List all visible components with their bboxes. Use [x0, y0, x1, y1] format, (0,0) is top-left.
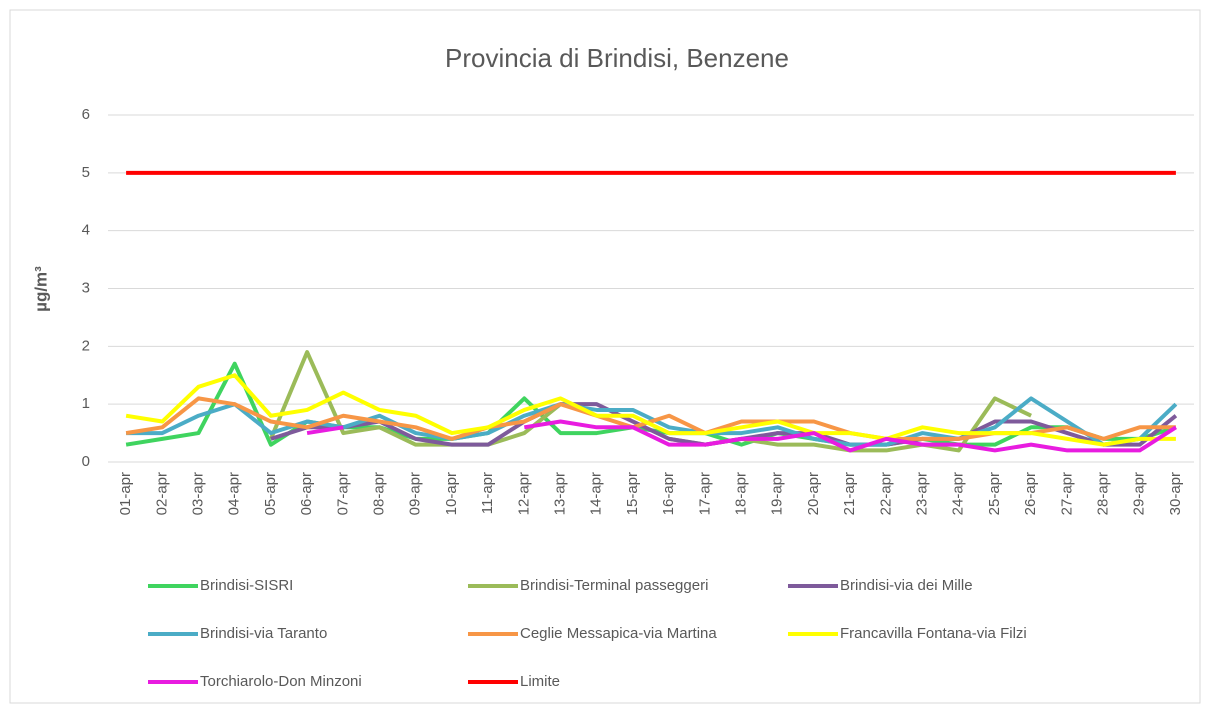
x-tick-label: 07-apr	[334, 472, 351, 515]
legend-label: Francavilla Fontana-via Filzi	[840, 625, 1027, 642]
y-tick-label: 4	[82, 222, 90, 239]
x-tick-label: 28-apr	[1094, 472, 1111, 515]
legend-label: Brindisi-via dei Mille	[840, 577, 973, 594]
x-tick-label: 16-apr	[660, 472, 677, 515]
x-tick-label: 13-apr	[551, 472, 568, 515]
x-tick-label: 06-apr	[298, 472, 315, 515]
x-tick-label: 17-apr	[696, 472, 713, 515]
series-line	[269, 350, 562, 447]
y-tick-label: 0	[82, 453, 90, 470]
y-tick-label: 6	[82, 106, 90, 123]
legend-label: Brindisi-Terminal passeggeri	[520, 577, 708, 594]
x-tick-label: 20-apr	[805, 472, 822, 515]
x-tick-label: 03-apr	[189, 472, 206, 515]
x-tick-label: 27-apr	[1058, 472, 1075, 515]
y-tick-label: 5	[82, 164, 90, 181]
x-tick-label: 19-apr	[769, 472, 786, 515]
x-tick-label: 21-apr	[841, 472, 858, 515]
legend-label: Brindisi-via Taranto	[200, 625, 327, 642]
x-tick-label: 10-apr	[443, 472, 460, 515]
x-tick-label: 30-apr	[1167, 472, 1184, 515]
series-line	[306, 425, 344, 436]
chart-title: Provincia di Brindisi, Benzene	[445, 43, 789, 73]
x-tick-label: 14-apr	[588, 472, 605, 515]
x-tick-label: 29-apr	[1131, 472, 1148, 515]
x-tick-label: 09-apr	[407, 472, 424, 515]
x-tick-label: 26-apr	[1022, 472, 1039, 515]
series-line	[125, 373, 1176, 447]
x-tick-label: 24-apr	[950, 472, 967, 515]
legend-label: Brindisi-SISRI	[200, 577, 293, 594]
chart-frame	[9, 9, 1201, 704]
y-tick-label: 1	[82, 395, 90, 412]
y-tick-label: 3	[82, 279, 90, 296]
legend-label: Torchiarolo-Don Minzoni	[200, 673, 362, 690]
y-tick-label: 2	[82, 337, 90, 354]
x-tick-label: 05-apr	[262, 472, 279, 515]
legend-label: Limite	[520, 673, 560, 690]
x-tick-label: 15-apr	[624, 472, 641, 515]
x-tick-label: 08-apr	[370, 472, 387, 515]
x-tick-label: 11-apr	[479, 472, 496, 514]
x-tick-label: 22-apr	[877, 472, 894, 515]
x-tick-label: 18-apr	[732, 472, 749, 515]
x-tick-label: 25-apr	[986, 472, 1003, 515]
x-tick-label: 12-apr	[515, 472, 532, 515]
series-line	[523, 419, 1177, 453]
x-tick-label: 04-apr	[226, 472, 243, 515]
x-tick-label: 23-apr	[913, 472, 930, 515]
series-line	[126, 396, 1178, 447]
x-tick-label: 02-apr	[153, 472, 170, 515]
legend-label: Ceglie Messapica-via Martina	[520, 625, 717, 642]
y-axis-label: µg/m³	[31, 266, 50, 312]
x-tick-label: 01-apr	[117, 472, 134, 515]
